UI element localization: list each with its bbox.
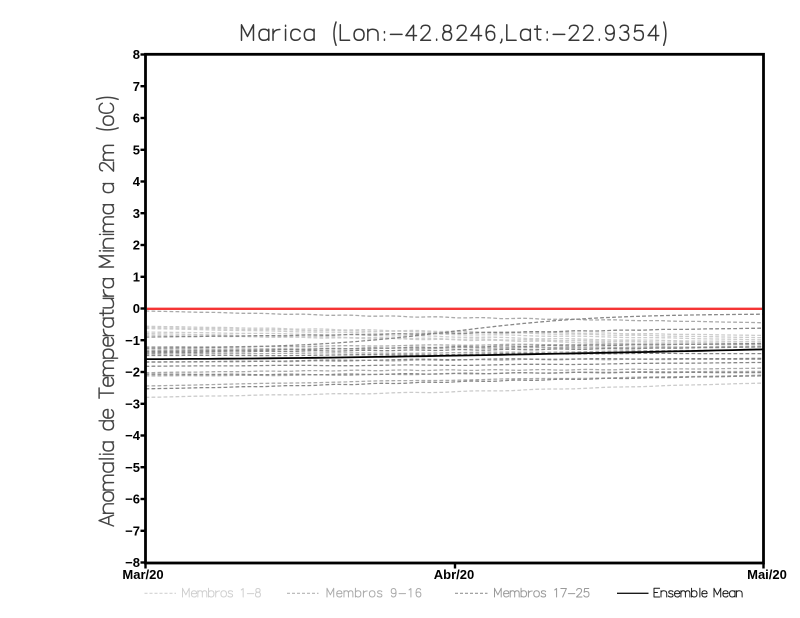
svg-text:1: 1	[133, 269, 140, 284]
svg-text:5: 5	[133, 142, 140, 157]
svg-text:6: 6	[133, 111, 140, 126]
svg-text:−4: −4	[125, 428, 141, 443]
svg-text:0: 0	[133, 301, 140, 316]
svg-text:7: 7	[133, 79, 140, 94]
svg-text:−3: −3	[125, 396, 140, 411]
svg-text:2: 2	[133, 238, 140, 253]
svg-text:4: 4	[133, 174, 141, 189]
svg-text:−1: −1	[125, 333, 140, 348]
svg-text:−7: −7	[125, 523, 140, 538]
svg-text:8: 8	[133, 47, 140, 62]
svg-text:Mar/20: Mar/20	[122, 567, 163, 582]
svg-text:−8: −8	[125, 555, 140, 570]
svg-text:Mai/20: Mai/20	[747, 567, 787, 582]
svg-text:−2: −2	[125, 365, 140, 380]
svg-text:−6: −6	[125, 492, 140, 507]
svg-text:3: 3	[133, 206, 140, 221]
svg-text:−5: −5	[125, 460, 140, 475]
svg-text:Abr/20: Abr/20	[434, 567, 474, 582]
